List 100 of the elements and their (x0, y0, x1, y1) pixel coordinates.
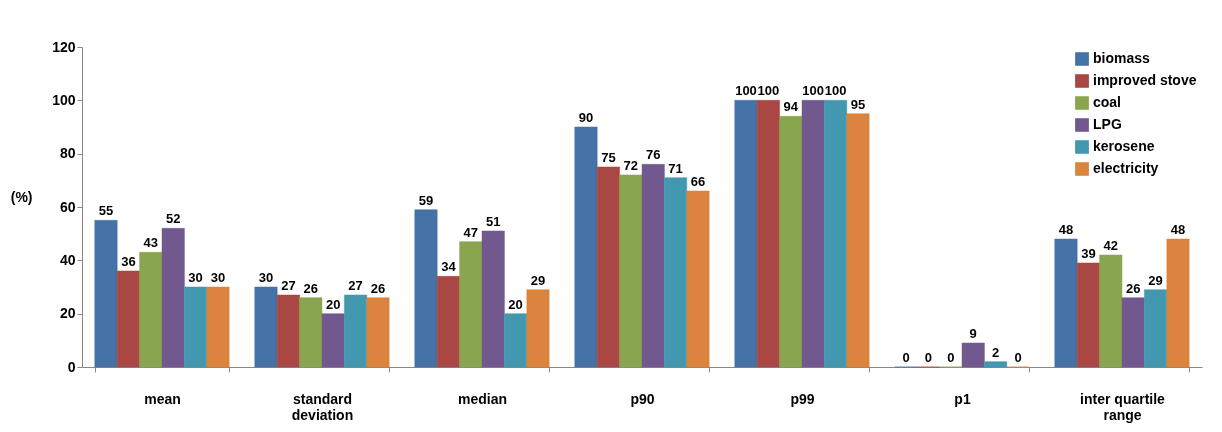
data-label: 34 (441, 259, 457, 275)
bar (1054, 238, 1078, 368)
bar (299, 297, 323, 368)
bar (139, 252, 163, 368)
x-tick-label: mean (144, 390, 181, 407)
data-label: 75 (601, 150, 616, 165)
legend-label: biomass (1093, 50, 1151, 66)
y-tick-label: 0 (67, 358, 76, 375)
y-tick-label: 120 (52, 38, 76, 55)
data-label: 90 (578, 110, 594, 125)
bar (504, 313, 528, 368)
data-label: 100 (824, 83, 847, 99)
data-label: 100 (735, 83, 757, 99)
bar (206, 286, 230, 368)
y-axis-title: (%) (10, 188, 33, 205)
bar (366, 297, 390, 368)
data-label: 39 (1081, 246, 1096, 261)
data-label: 29 (530, 272, 546, 288)
bar (1099, 254, 1123, 368)
data-label: 94 (783, 99, 799, 115)
bar (846, 113, 870, 368)
x-tick-label: inter quartile range (1080, 390, 1166, 423)
data-label: 42 (1103, 238, 1119, 253)
bar (641, 164, 665, 368)
data-label: 0 (947, 350, 955, 365)
bar (254, 286, 278, 368)
data-label: 47 (463, 224, 479, 240)
bar (1121, 297, 1145, 368)
bar (756, 100, 780, 368)
data-label: 100 (757, 83, 780, 99)
data-label: 76 (645, 147, 661, 163)
data-label: 71 (668, 160, 683, 176)
y-tick-label: 20 (59, 305, 76, 322)
x-tick-label: p90 (630, 390, 655, 407)
data-label: 20 (325, 296, 341, 312)
bar (276, 294, 300, 368)
bar (116, 270, 140, 368)
bar (801, 100, 825, 368)
data-label: 95 (850, 96, 866, 112)
data-label: 30 (188, 270, 203, 285)
bar (344, 294, 368, 368)
bar (94, 220, 118, 368)
data-label: 0 (1014, 350, 1022, 365)
bar (961, 342, 985, 368)
data-label: 2 (991, 344, 1000, 360)
data-label: 20 (508, 296, 523, 312)
bar (321, 313, 345, 368)
legend-label: improved stove (1093, 72, 1197, 88)
data-label: 26 (1125, 280, 1141, 296)
data-label: 30 (210, 270, 226, 285)
legend-label: LPG (1093, 116, 1122, 132)
data-label: 36 (121, 254, 136, 269)
data-label: 30 (258, 270, 274, 285)
bar (481, 230, 505, 368)
data-label: 0 (902, 350, 910, 365)
legend-label: kerosene (1093, 138, 1155, 154)
bar (574, 126, 598, 368)
bar (686, 190, 710, 368)
legend-label: coal (1093, 94, 1122, 110)
data-label: 52 (165, 211, 181, 227)
bar (459, 241, 483, 368)
bar (1076, 262, 1100, 368)
data-label: 26 (303, 280, 319, 296)
legend-label: electricity (1093, 160, 1159, 176)
bar (734, 100, 758, 368)
data-label: 59 (418, 192, 434, 208)
x-tick-label: median (457, 390, 508, 407)
data-label: 43 (143, 235, 159, 251)
bar (619, 174, 643, 368)
bar (596, 166, 620, 368)
data-label: 29 (1148, 272, 1163, 288)
data-label: 9 (969, 326, 977, 341)
bar (984, 361, 1008, 368)
x-tick-label: p1 (954, 390, 971, 407)
bar (414, 209, 438, 368)
bar (779, 116, 803, 368)
y-tick-label: 60 (59, 198, 76, 215)
data-label: 48 (1170, 222, 1186, 237)
y-tick-label: 100 (52, 91, 76, 108)
bar (526, 289, 550, 368)
y-tick-label: 40 (59, 251, 76, 268)
data-label: 51 (485, 214, 501, 229)
data-label: 27 (281, 278, 296, 293)
data-label: 26 (370, 280, 386, 296)
data-label: 27 (348, 278, 363, 293)
x-tick-label: p99 (790, 390, 815, 407)
bar (184, 286, 208, 368)
bar (1144, 289, 1168, 368)
data-label: 100 (802, 83, 825, 99)
x-tick-label: standard deviation (291, 390, 354, 423)
data-label: 55 (98, 203, 114, 219)
bar (664, 177, 688, 368)
data-label: 0 (924, 350, 933, 365)
bar (824, 100, 848, 368)
bar (1166, 238, 1190, 368)
bar (161, 228, 185, 368)
y-tick-label: 80 (59, 145, 76, 162)
data-label: 66 (690, 174, 706, 189)
data-label: 72 (623, 158, 639, 173)
bar (436, 276, 460, 368)
